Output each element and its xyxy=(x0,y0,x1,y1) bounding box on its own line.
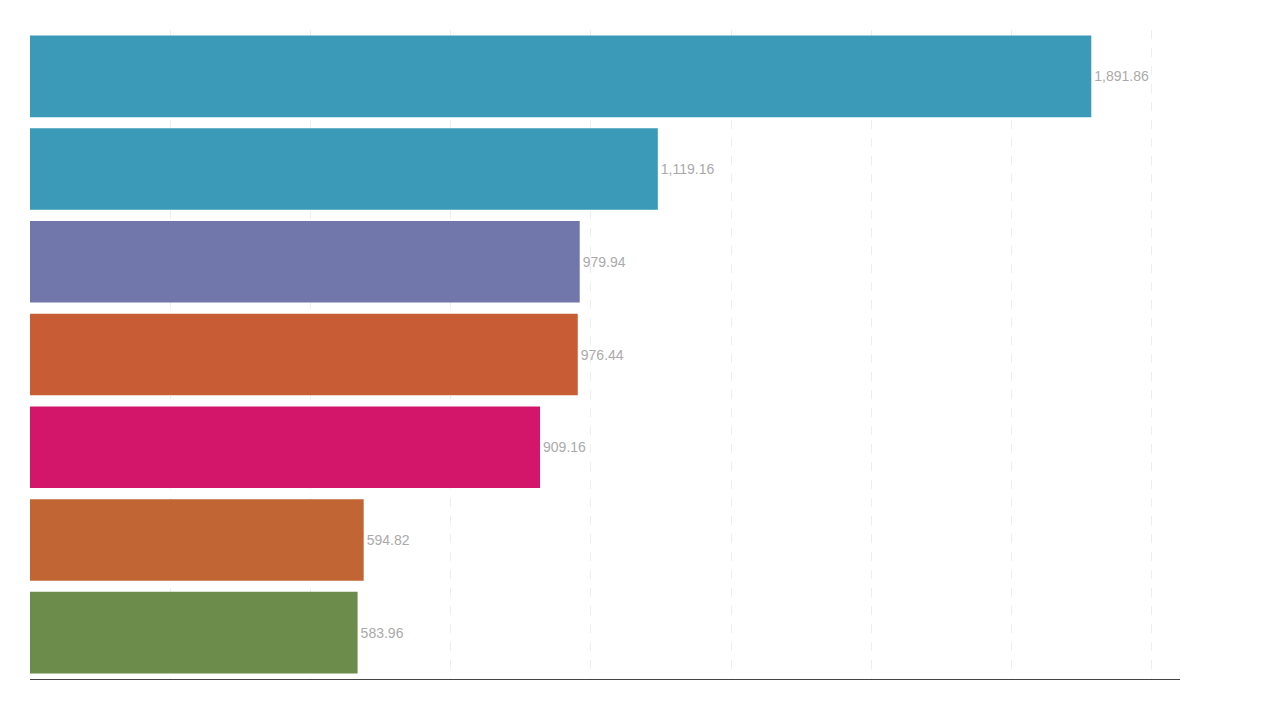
svg-text:976.44: 976.44 xyxy=(581,347,624,363)
svg-text:909.16: 909.16 xyxy=(543,439,586,455)
svg-text:583.96: 583.96 xyxy=(361,625,404,641)
svg-text:594.82: 594.82 xyxy=(367,532,410,548)
svg-text:1,119.16: 1,119.16 xyxy=(661,161,715,177)
svg-text:979.94: 979.94 xyxy=(583,254,626,270)
svg-text:1,891.86: 1,891.86 xyxy=(1094,68,1149,84)
